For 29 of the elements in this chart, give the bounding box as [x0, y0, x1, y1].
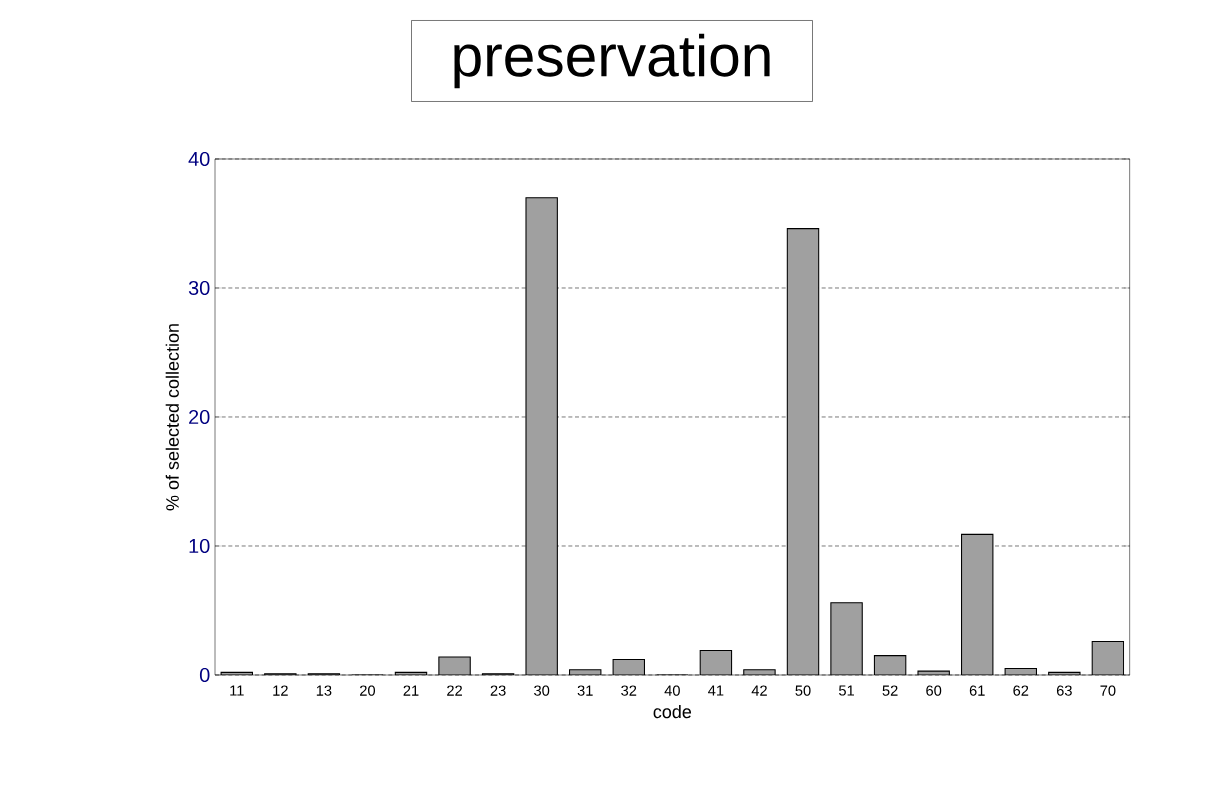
- x-tick-label: 40: [664, 685, 680, 696]
- x-tick-label: 70: [1100, 685, 1116, 696]
- x-tick-label: 63: [1056, 685, 1072, 696]
- x-tick-label: 42: [751, 685, 767, 696]
- x-tick-label: 30: [534, 685, 550, 696]
- x-tick-label: 61: [969, 685, 985, 696]
- x-tick-label: 23: [490, 685, 506, 696]
- x-tick-label: 51: [838, 685, 854, 696]
- x-tick-label: 22: [447, 685, 462, 696]
- y-tick-label: 30: [188, 280, 210, 296]
- x-tick-label: 20: [360, 685, 376, 696]
- x-tick-label: 32: [621, 685, 637, 696]
- x-tick-label: 62: [1013, 685, 1029, 696]
- y-tick-label: 0: [199, 667, 210, 683]
- x-tick-label: 21: [403, 685, 419, 696]
- x-tick-label: 11: [230, 685, 244, 696]
- x-tick-label: 52: [882, 685, 898, 696]
- x-tick-label: 41: [708, 685, 724, 696]
- x-tick-label: 60: [926, 685, 942, 696]
- y-tick-label: 40: [188, 151, 210, 167]
- y-tick-label: 10: [189, 538, 210, 554]
- x-tick-label: 12: [273, 685, 288, 696]
- chart-title: preservation: [454, 33, 770, 89]
- x-tick-label: 31: [577, 685, 593, 696]
- x-axis-title: code: [653, 704, 692, 719]
- x-tick-label: 50: [795, 685, 811, 696]
- y-tick-label: 20: [189, 409, 210, 425]
- x-tick-label: 13: [316, 685, 332, 696]
- y-axis-title: % of selected collection: [165, 324, 179, 511]
